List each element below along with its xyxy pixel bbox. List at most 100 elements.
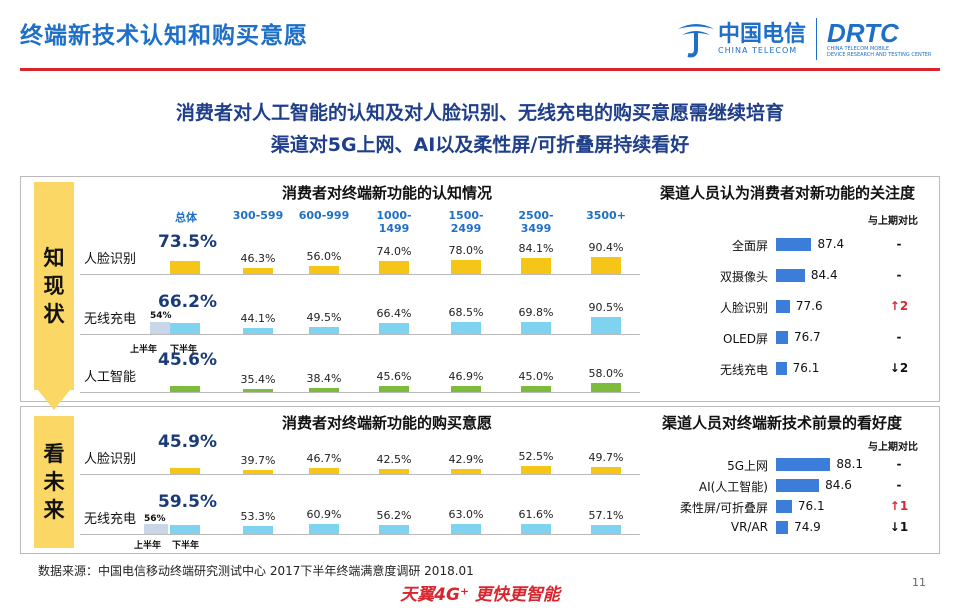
logo-divider: [816, 18, 818, 60]
bar: [309, 265, 339, 274]
bar-value-label: 44.1%: [240, 312, 276, 326]
hbar-value: 76.1: [792, 361, 820, 375]
bar-total: [170, 261, 200, 274]
hbar: [776, 362, 787, 375]
column-header: 600-999: [298, 209, 350, 222]
hbar-label: 人脸识别: [719, 301, 768, 315]
row-baseline: [80, 334, 640, 335]
outlook-compare-header: 与上期对比: [868, 442, 918, 453]
bar-value-label: 56.0%: [306, 249, 342, 263]
bar-total: [170, 386, 200, 392]
bar: [521, 386, 551, 392]
hbar: [776, 269, 805, 282]
bar-value-label: 78.0%: [448, 244, 484, 257]
subtitle-line-2: 渠道对5G上网、AI以及柔性屏/可折叠屏持续看好: [270, 134, 690, 156]
hbar: [776, 331, 788, 344]
bar: [591, 467, 621, 474]
bar-value-label: 68.5%: [448, 306, 484, 320]
bar: [521, 524, 551, 534]
bar-value-label: 90.4%: [588, 240, 624, 254]
bar: [309, 467, 339, 474]
bar: [379, 322, 409, 334]
hbar-value: 77.6: [795, 299, 823, 313]
channel-outlook-title: 渠道人员对终端新技术前景的看好度: [662, 414, 903, 432]
bar-value-label: 49.5%: [306, 311, 342, 325]
data-source: 数据来源：中国电信移动终端研究测试中心 2017下半年终端满意度调研 2018.…: [38, 564, 474, 578]
hbar-label: AI(人工智能): [698, 480, 768, 494]
bar: [379, 468, 409, 474]
bar-value-label: 46.3%: [240, 251, 276, 265]
bar: [309, 387, 339, 392]
hbar: [776, 458, 831, 471]
bar: [591, 316, 621, 334]
bar-value-label: 56.2%: [376, 509, 412, 523]
compare-value: -: [896, 478, 902, 492]
hbar-label: OLED屏: [723, 332, 768, 346]
hbar-label: VR/AR: [730, 520, 768, 534]
hbar-label: 双摄像头: [719, 270, 768, 284]
bar-value-label: 38.4%: [306, 371, 342, 385]
hbar-value: 84.4: [810, 268, 838, 282]
hbar-value: 76.7: [793, 330, 821, 344]
hbar-value: 84.6: [825, 478, 852, 492]
awareness-title: 消费者对终端新功能的认知情况: [282, 184, 493, 202]
bar-total: [170, 524, 200, 534]
row-label: 无线充电: [84, 512, 137, 527]
purchase-half-first-label: 上半年: [134, 541, 162, 551]
row-label: 人脸识别: [84, 452, 137, 467]
row-total-value: 45.9%: [158, 432, 217, 452]
bar: [379, 386, 409, 392]
bar-value-label: 74.0%: [376, 245, 412, 258]
compare-value: -: [896, 268, 902, 282]
compare-value: ↓2: [889, 361, 909, 375]
hbar-value: 87.4: [817, 237, 845, 251]
row-baseline: [80, 392, 640, 393]
bar-value-label: 84.1%: [518, 242, 554, 256]
bar-value-label: 60.9%: [306, 508, 342, 522]
header-divider: [20, 68, 940, 71]
bar-value-label: 52.5%: [518, 450, 554, 464]
bar: [309, 327, 339, 334]
bar-value-label: 49.7%: [588, 451, 624, 465]
hbar-label: 柔性屏/可折叠屏: [679, 501, 768, 515]
bar: [379, 261, 409, 274]
side-label-future: 看 未 来: [34, 416, 74, 548]
hbar: [776, 521, 789, 534]
column-header: 总体: [175, 211, 197, 224]
row-baseline: [80, 274, 640, 275]
bar: [521, 322, 551, 334]
purchase-half-first-value: 56%: [144, 514, 166, 524]
column-header: 3500+: [586, 209, 626, 222]
bar-value-label: 58.0%: [588, 367, 624, 380]
hbar: [776, 500, 792, 513]
logo: 中国电信 CHINA TELECOM DRTC CHINA TELECOM MO…: [674, 14, 931, 64]
compare-value: ↑1: [889, 499, 909, 513]
bar-value-label: 42.9%: [448, 452, 484, 466]
purchase-half-second-label: 下半年: [172, 541, 200, 551]
row-total-value: 73.5%: [158, 232, 217, 252]
hbar-label: 全面屏: [731, 239, 768, 253]
slogan: 天翼4G⁺ 更快更智能: [400, 585, 560, 605]
bar: [451, 385, 481, 392]
bar-value-label: 35.4%: [240, 372, 276, 386]
bar: [521, 258, 551, 274]
bar: [243, 526, 273, 534]
subtitle-line-1: 消费者对人工智能的认知及对人脸识别、无线充电的购买意愿需继续培育: [175, 102, 784, 124]
china-telecom-logo-icon: [678, 24, 714, 58]
bar: [451, 322, 481, 334]
bar-value-label: 45.0%: [518, 370, 554, 384]
bar-value-label: 53.3%: [240, 510, 276, 524]
bar-half-first: [144, 524, 168, 534]
hbar-label: 5G上网: [727, 459, 768, 473]
row-baseline: [80, 534, 640, 535]
bar-value-label: 90.5%: [588, 300, 624, 314]
column-header: 300-599: [232, 209, 284, 222]
bar-value-label: 46.7%: [306, 451, 342, 465]
hbar: [776, 300, 790, 313]
row-label: 人工智能: [84, 370, 137, 385]
awareness-half-second-label: 下半年: [170, 345, 198, 355]
page-title: 终端新技术认知和购买意愿: [20, 23, 308, 49]
compare-value: -: [896, 237, 902, 251]
page-number: 11: [912, 576, 926, 589]
